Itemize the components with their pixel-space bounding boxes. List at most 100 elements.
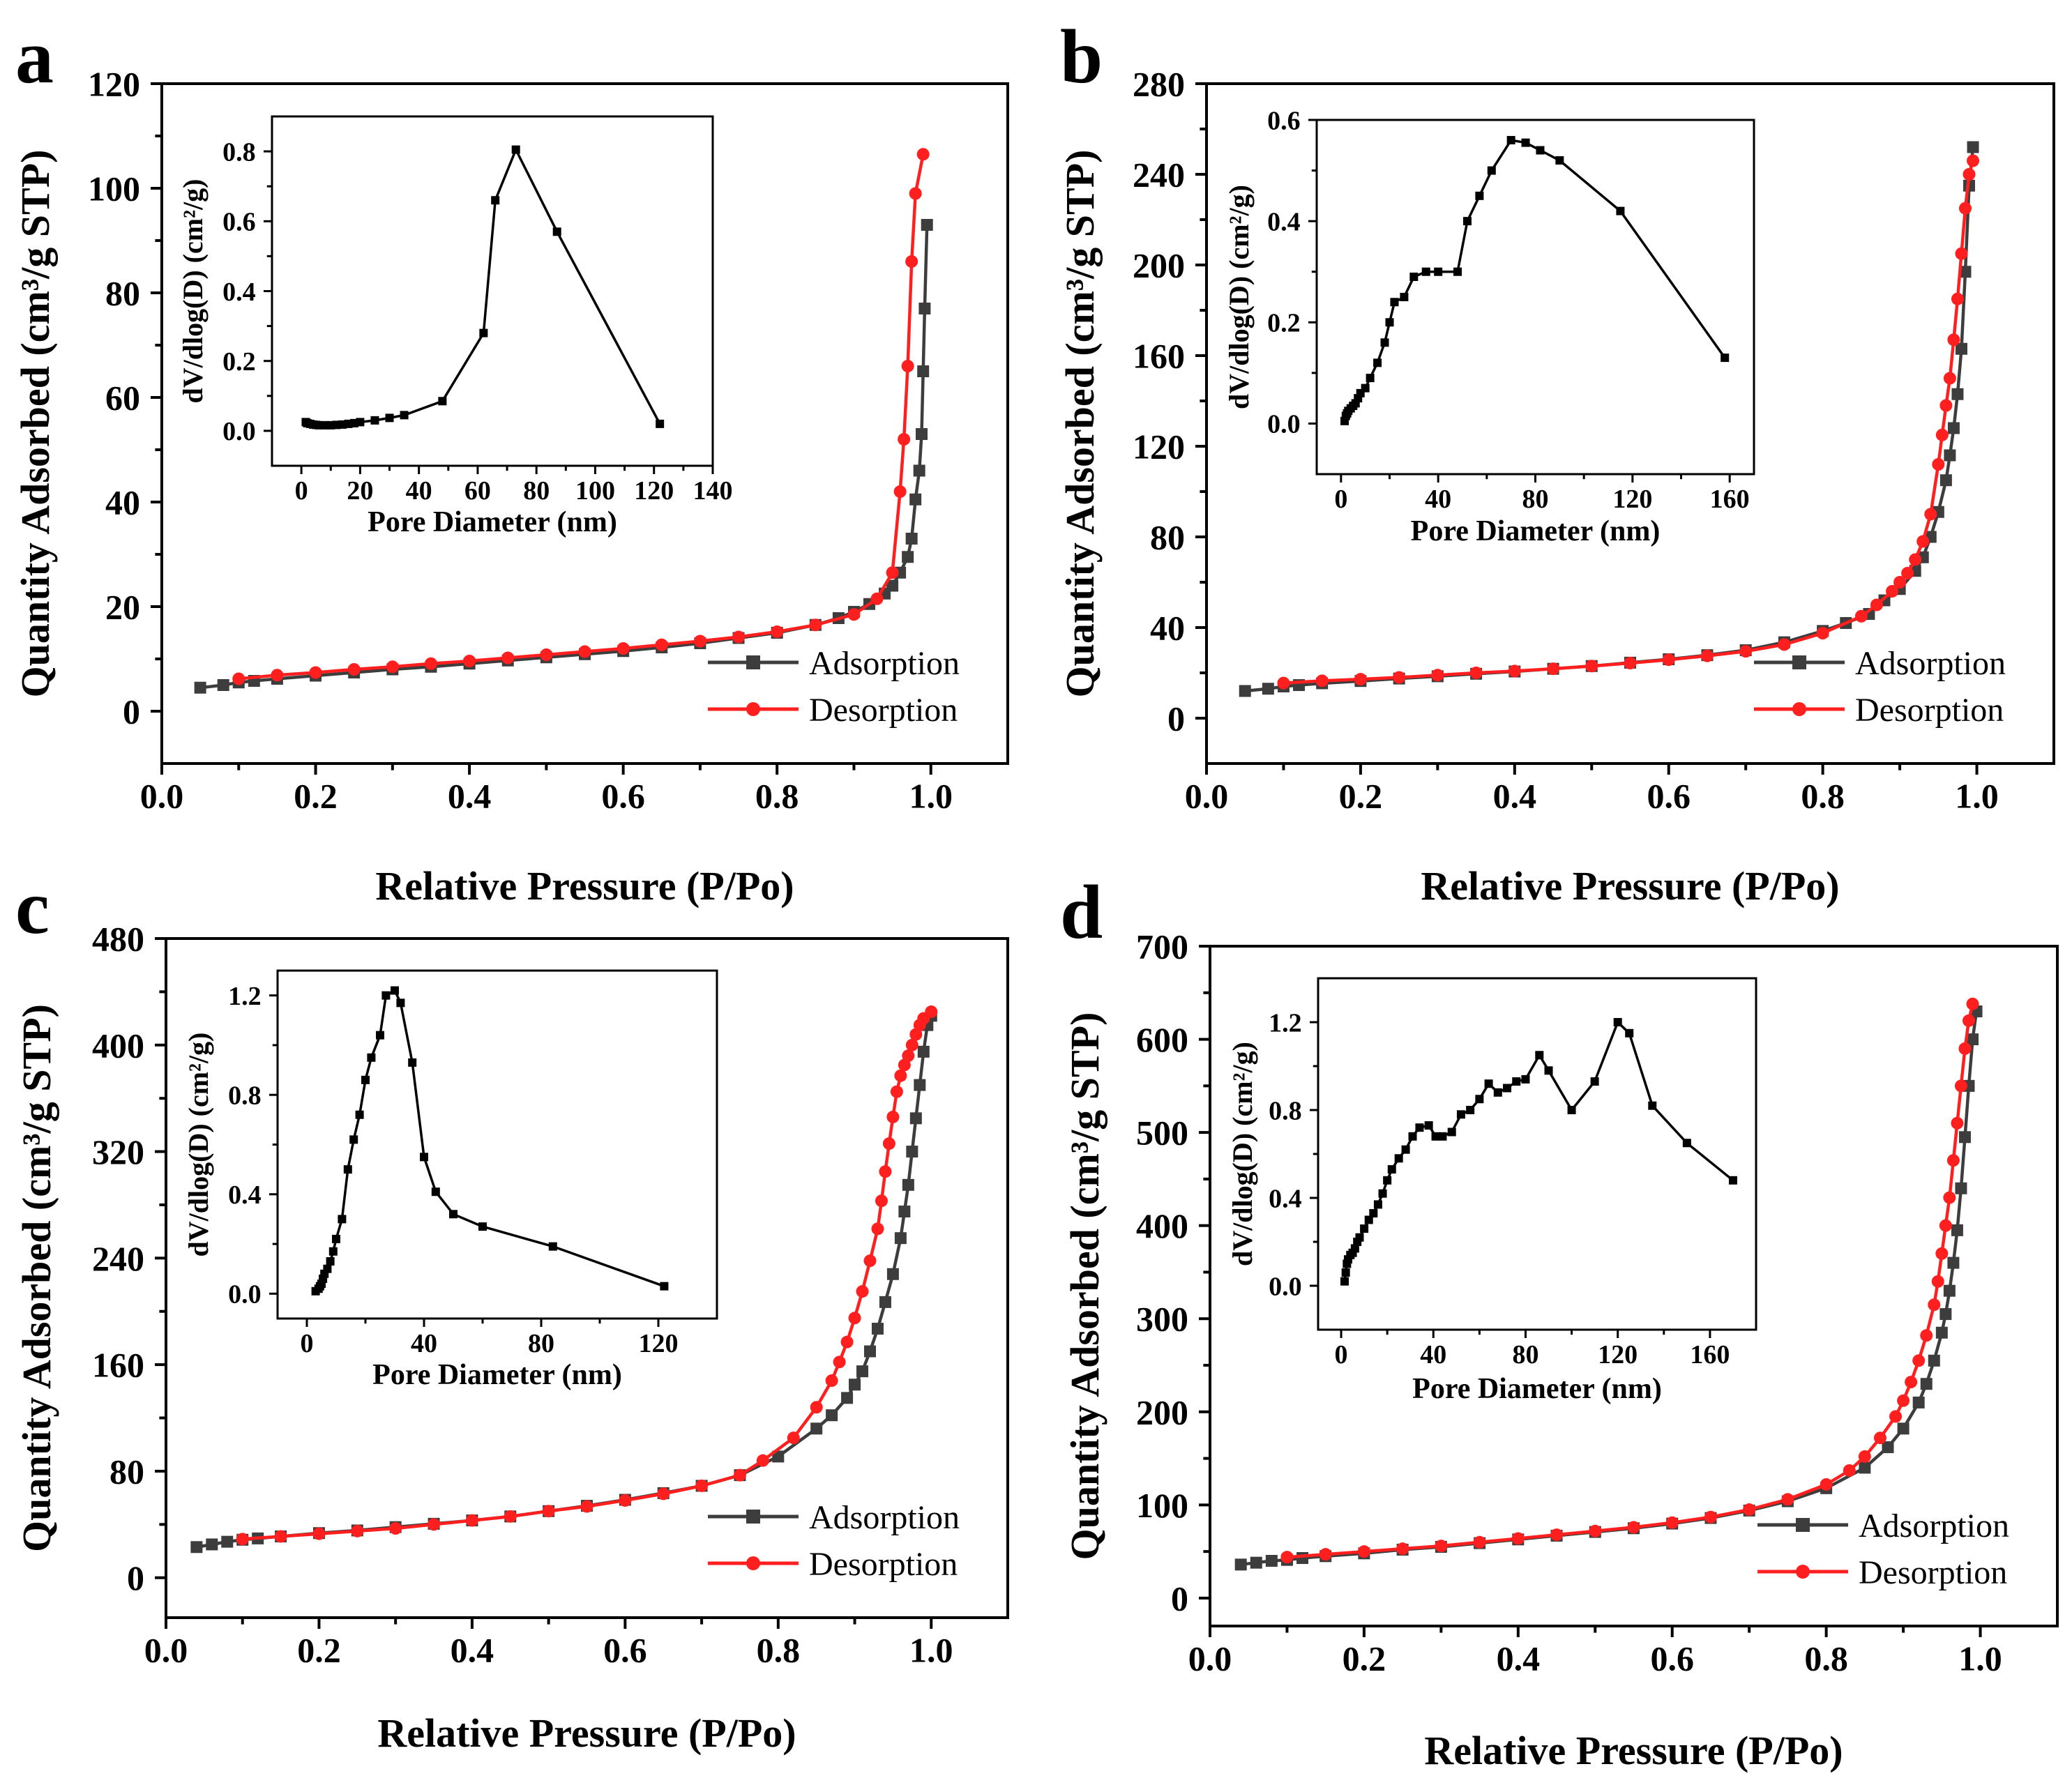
- desorption-point: [1435, 1540, 1448, 1553]
- main-frame: [1205, 82, 2055, 765]
- inset-point: [1421, 267, 1430, 276]
- inset-ytick-label: 1.2: [1269, 1008, 1302, 1038]
- desorption-point: [1873, 1431, 1886, 1445]
- inset-point: [1544, 1066, 1553, 1075]
- inset-xtick-label: 40: [406, 476, 432, 506]
- desorption-point: [504, 1510, 517, 1523]
- main-ytick-label: 40: [105, 483, 140, 522]
- desorption-point: [347, 663, 361, 676]
- inset-point: [1555, 156, 1564, 165]
- inset-ytick-label: 0.0: [222, 417, 256, 446]
- inset-point: [478, 1222, 487, 1231]
- desorption-point: [1665, 1516, 1679, 1529]
- desorption-point: [1935, 1247, 1949, 1260]
- desorption-point: [1700, 649, 1714, 662]
- adsorption-point: [1955, 342, 1967, 355]
- inset-point: [1431, 1132, 1440, 1141]
- panel-label-d: d: [1060, 869, 1103, 955]
- legend-entry: Desorption: [1855, 692, 2004, 729]
- desorption-point: [236, 1533, 249, 1546]
- inset-point: [1383, 1176, 1392, 1185]
- inset-ytick-label: 0.2: [222, 347, 256, 377]
- adsorption-point: [906, 1146, 918, 1158]
- adsorption-point: [217, 679, 229, 691]
- desorption-point: [1627, 1521, 1640, 1534]
- main-ytick-label: 200: [1133, 246, 1185, 285]
- main-ytick-label: 40: [1150, 609, 1185, 648]
- inset-xtick-label: 120: [1612, 485, 1652, 514]
- desorption-point: [1585, 660, 1598, 673]
- inset-point: [1456, 1110, 1465, 1119]
- inset-ytick-label: 0.2: [1267, 309, 1301, 338]
- desorption-point: [657, 1487, 670, 1501]
- inset-x-axis-title: Pore Diameter (nm): [1412, 1373, 1662, 1405]
- inset-point: [1521, 138, 1530, 147]
- inset-point: [1590, 1077, 1599, 1086]
- desorption-point: [501, 651, 515, 664]
- adsorption-point: [1944, 449, 1956, 462]
- adsorption-point: [190, 1541, 203, 1554]
- desorption-point: [905, 255, 918, 268]
- inset-ytick-label: 0.0: [1269, 1272, 1302, 1301]
- series-desorption: [1280, 997, 1979, 1564]
- desorption-point: [1901, 567, 1914, 579]
- legend-entry: Desorption: [809, 1546, 958, 1583]
- main-ytick-label: 500: [1136, 1114, 1188, 1153]
- inset-xtick-label: 40: [1420, 1340, 1446, 1369]
- desorption-point: [1781, 1493, 1794, 1506]
- adsorption-point: [902, 1178, 914, 1191]
- legend-entry: Adsorption: [1859, 1507, 2009, 1544]
- main-xtick-label: 0.6: [601, 777, 645, 816]
- legend-entry: Desorption: [809, 692, 958, 729]
- desorption-point: [542, 1505, 555, 1518]
- main-ytick-label: 0: [1167, 699, 1185, 738]
- inset-frame: [271, 115, 714, 467]
- desorption-point: [1954, 1079, 1967, 1093]
- legend-entry: Adsorption: [809, 1499, 960, 1536]
- main-xtick-label: 1.0: [1955, 777, 1999, 816]
- inset-point: [1369, 1209, 1378, 1218]
- inset-point: [1466, 1106, 1475, 1114]
- inset-point: [376, 1031, 384, 1040]
- inset-ytick-label: 0.8: [1269, 1096, 1302, 1125]
- adsorption-point: [1265, 1555, 1278, 1567]
- desorption-point: [695, 1479, 709, 1492]
- inset-point: [431, 1187, 440, 1197]
- adsorption-point: [194, 681, 206, 694]
- inset-point: [356, 418, 365, 427]
- adsorption-point: [1239, 685, 1251, 697]
- main-xtick-label: 0.2: [1343, 1639, 1386, 1678]
- desorption-point: [1743, 1503, 1756, 1517]
- inset-xtick-label: 80: [523, 476, 550, 506]
- inset-point: [328, 1247, 338, 1256]
- desorption-point: [465, 1514, 478, 1527]
- x-axis-title: Relative Pressure (P/Po): [1421, 863, 1839, 909]
- adsorption-point: [1958, 1131, 1971, 1144]
- desorption-point: [875, 1194, 888, 1208]
- inset-y-axis-title: dV/dlog(D) (cm²/g): [1223, 185, 1255, 409]
- inset-xtick-label: 160: [1710, 485, 1750, 514]
- adsorption-point: [1859, 1461, 1871, 1474]
- inset-point: [1512, 1077, 1521, 1086]
- main-xtick-label: 0.0: [1188, 1639, 1232, 1678]
- desorption-point: [1909, 553, 1922, 566]
- inset-point: [1721, 354, 1730, 363]
- x-axis-title: Relative Pressure (P/Po): [377, 1710, 796, 1756]
- desorption-point: [1704, 1510, 1717, 1524]
- main-xtick-label: 1.0: [909, 777, 953, 816]
- main-ytick-label: 80: [1150, 518, 1185, 557]
- main-xtick-label: 0.6: [1647, 777, 1691, 816]
- inset-point: [1415, 1123, 1424, 1132]
- desorption-point: [847, 608, 861, 621]
- inset-point: [1493, 1088, 1502, 1097]
- inset-point: [1385, 318, 1394, 327]
- main-ytick-label: 400: [1136, 1206, 1188, 1245]
- panel-c: c0.0 0.2 0.4 0.6 0.8 1.0080160240320400480Rel…: [14, 865, 1009, 1756]
- inset-point: [511, 145, 520, 154]
- desorption-point: [1951, 292, 1964, 305]
- adsorption-point: [206, 1538, 218, 1551]
- inset-point: [1394, 1154, 1403, 1163]
- inset-ytick-label: 0.4: [1267, 207, 1301, 236]
- series-desorption: [232, 148, 930, 685]
